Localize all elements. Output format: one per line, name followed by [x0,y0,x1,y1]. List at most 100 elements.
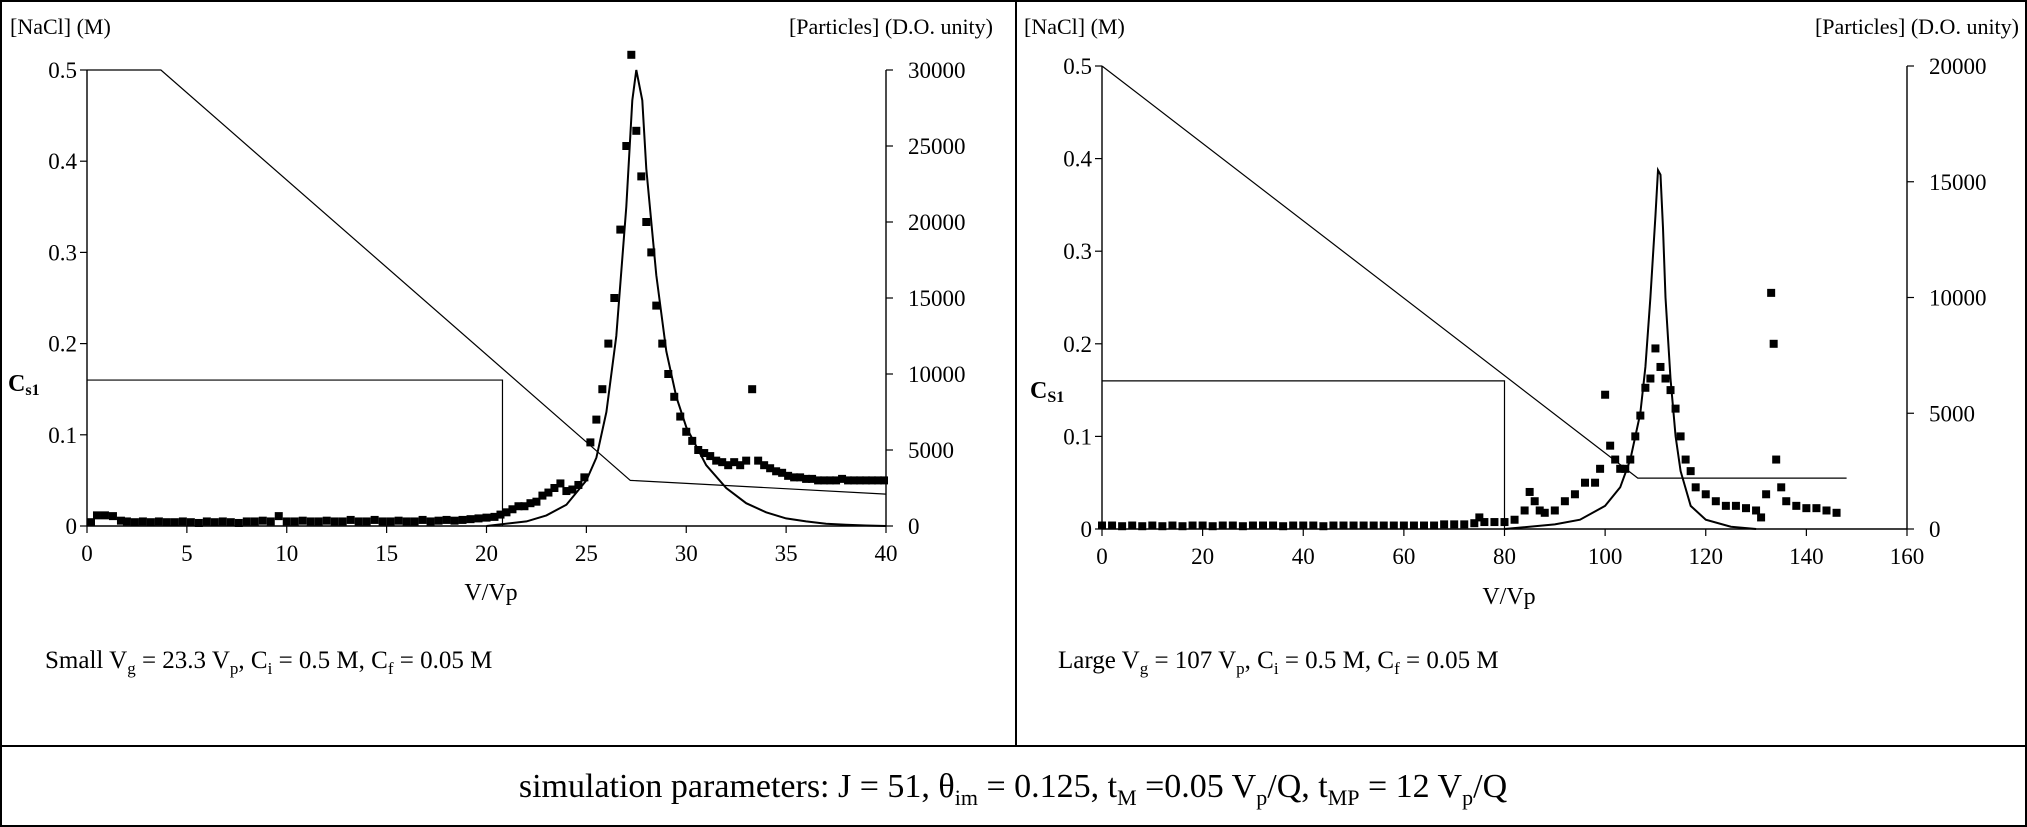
experimental-marker [210,518,219,527]
experimental-marker [610,294,619,302]
experimental-marker [1757,513,1766,522]
experimental-marker [314,517,323,526]
experimental-marker [418,515,427,524]
experimental-marker [1158,522,1167,531]
x-tick-label: 40 [1292,544,1315,569]
experimental-marker [632,126,641,135]
experimental-marker [1339,521,1348,530]
experimental-marker [1409,521,1418,530]
experimental-marker [826,476,835,485]
experimental-marker [1646,374,1655,383]
experimental-marker [1289,521,1298,530]
experimental-marker [138,517,147,526]
experimental-marker [1510,515,1519,524]
experimental-marker [1570,490,1579,499]
y-right-tick-label: 0 [1929,517,1941,542]
experimental-marker [658,339,667,348]
x-tick-label: 30 [675,541,698,566]
cs1-reference-line [87,379,504,526]
experimental-marker [226,518,235,527]
experimental-marker [1631,432,1640,441]
experimental-marker [748,385,757,394]
experimental-marker [1711,497,1720,506]
x-tick-label: 120 [1689,544,1724,569]
experimental-marker [627,50,636,59]
y-right-tick-label: 15000 [1929,170,1987,195]
experimental-marker [664,370,673,378]
experimental-marker [874,476,883,485]
x-tick-label: 0 [81,541,93,566]
experimental-marker [92,511,101,520]
experimental-marker [568,485,577,494]
experimental-marker [394,516,403,525]
y-right-tick-label: 20000 [908,210,966,235]
experimental-marker [86,518,95,527]
experimental-marker [1636,411,1645,420]
experimental-marker [832,476,841,485]
y-left-tick-label: 0.2 [48,332,77,357]
experimental-marker [502,508,511,517]
experimental-marker [592,415,601,424]
experimental-marker [170,518,179,527]
experimental-marker [1379,521,1388,530]
x-tick-label: 40 [875,541,898,566]
experimental-marker [1661,374,1670,383]
y-left-tick-label: 0.1 [48,423,77,448]
experimental-marker [1701,490,1710,499]
experimental-marker [1621,464,1630,473]
experimental-marker [1359,521,1368,530]
experimental-marker [1248,521,1257,530]
experimental-marker [426,517,435,526]
experimental-marker [266,517,275,526]
experimental-marker [1772,455,1781,464]
y-right-tick-label: 25000 [908,134,966,159]
experimental-marker [820,476,829,485]
experimental-marker [346,515,355,524]
experimental-marker [1369,521,1378,530]
experimental-marker [1769,339,1778,348]
experimental-marker [642,218,651,226]
experimental-marker [1238,522,1247,531]
experimental-marker [306,517,315,526]
experimental-marker [1279,522,1288,531]
experimental-marker [622,142,631,150]
experimental-marker [538,491,547,500]
x-tick-label: 140 [1789,544,1824,569]
experimental-marker [652,301,661,310]
experimental-marker [1475,513,1484,522]
experimental-marker [154,517,163,526]
experimental-marker [532,497,541,506]
x-tick-label: 5 [181,541,193,566]
experimental-marker [844,476,853,485]
experimental-marker [1188,521,1197,530]
experimental-marker [474,514,483,523]
experimental-marker [450,516,459,525]
y-right-tick-label: 5000 [1929,401,1975,426]
experimental-marker [122,517,131,526]
experimental-marker [116,516,125,525]
experimental-marker [442,515,451,524]
experimental-marker [274,512,283,521]
experimental-marker [868,476,877,485]
experimental-marker [850,476,859,485]
experimental-marker [482,513,491,522]
experimental-marker [1420,521,1428,530]
x-axis-label: V/Vp [464,580,517,606]
experimental-marker [637,172,646,181]
experimental-marker [1470,519,1479,528]
experimental-marker [1591,478,1600,487]
simulation-parameters: simulation parameters: J = 51, θim = 0.1… [519,768,1507,810]
experimental-marker [808,474,817,483]
y-left-tick-label: 0.4 [1063,147,1092,172]
experimental-marker [1218,521,1227,530]
experimental-marker [1540,508,1549,517]
experimental-marker [496,510,505,519]
experimental-marker [1178,522,1187,531]
experimental-marker [742,456,751,465]
x-tick-label: 100 [1588,544,1623,569]
experimental-marker [766,464,775,473]
experimental-marker [1691,483,1700,492]
experimental-marker [1681,455,1690,464]
experimental-marker [298,516,307,525]
experimental-marker [1319,522,1328,531]
